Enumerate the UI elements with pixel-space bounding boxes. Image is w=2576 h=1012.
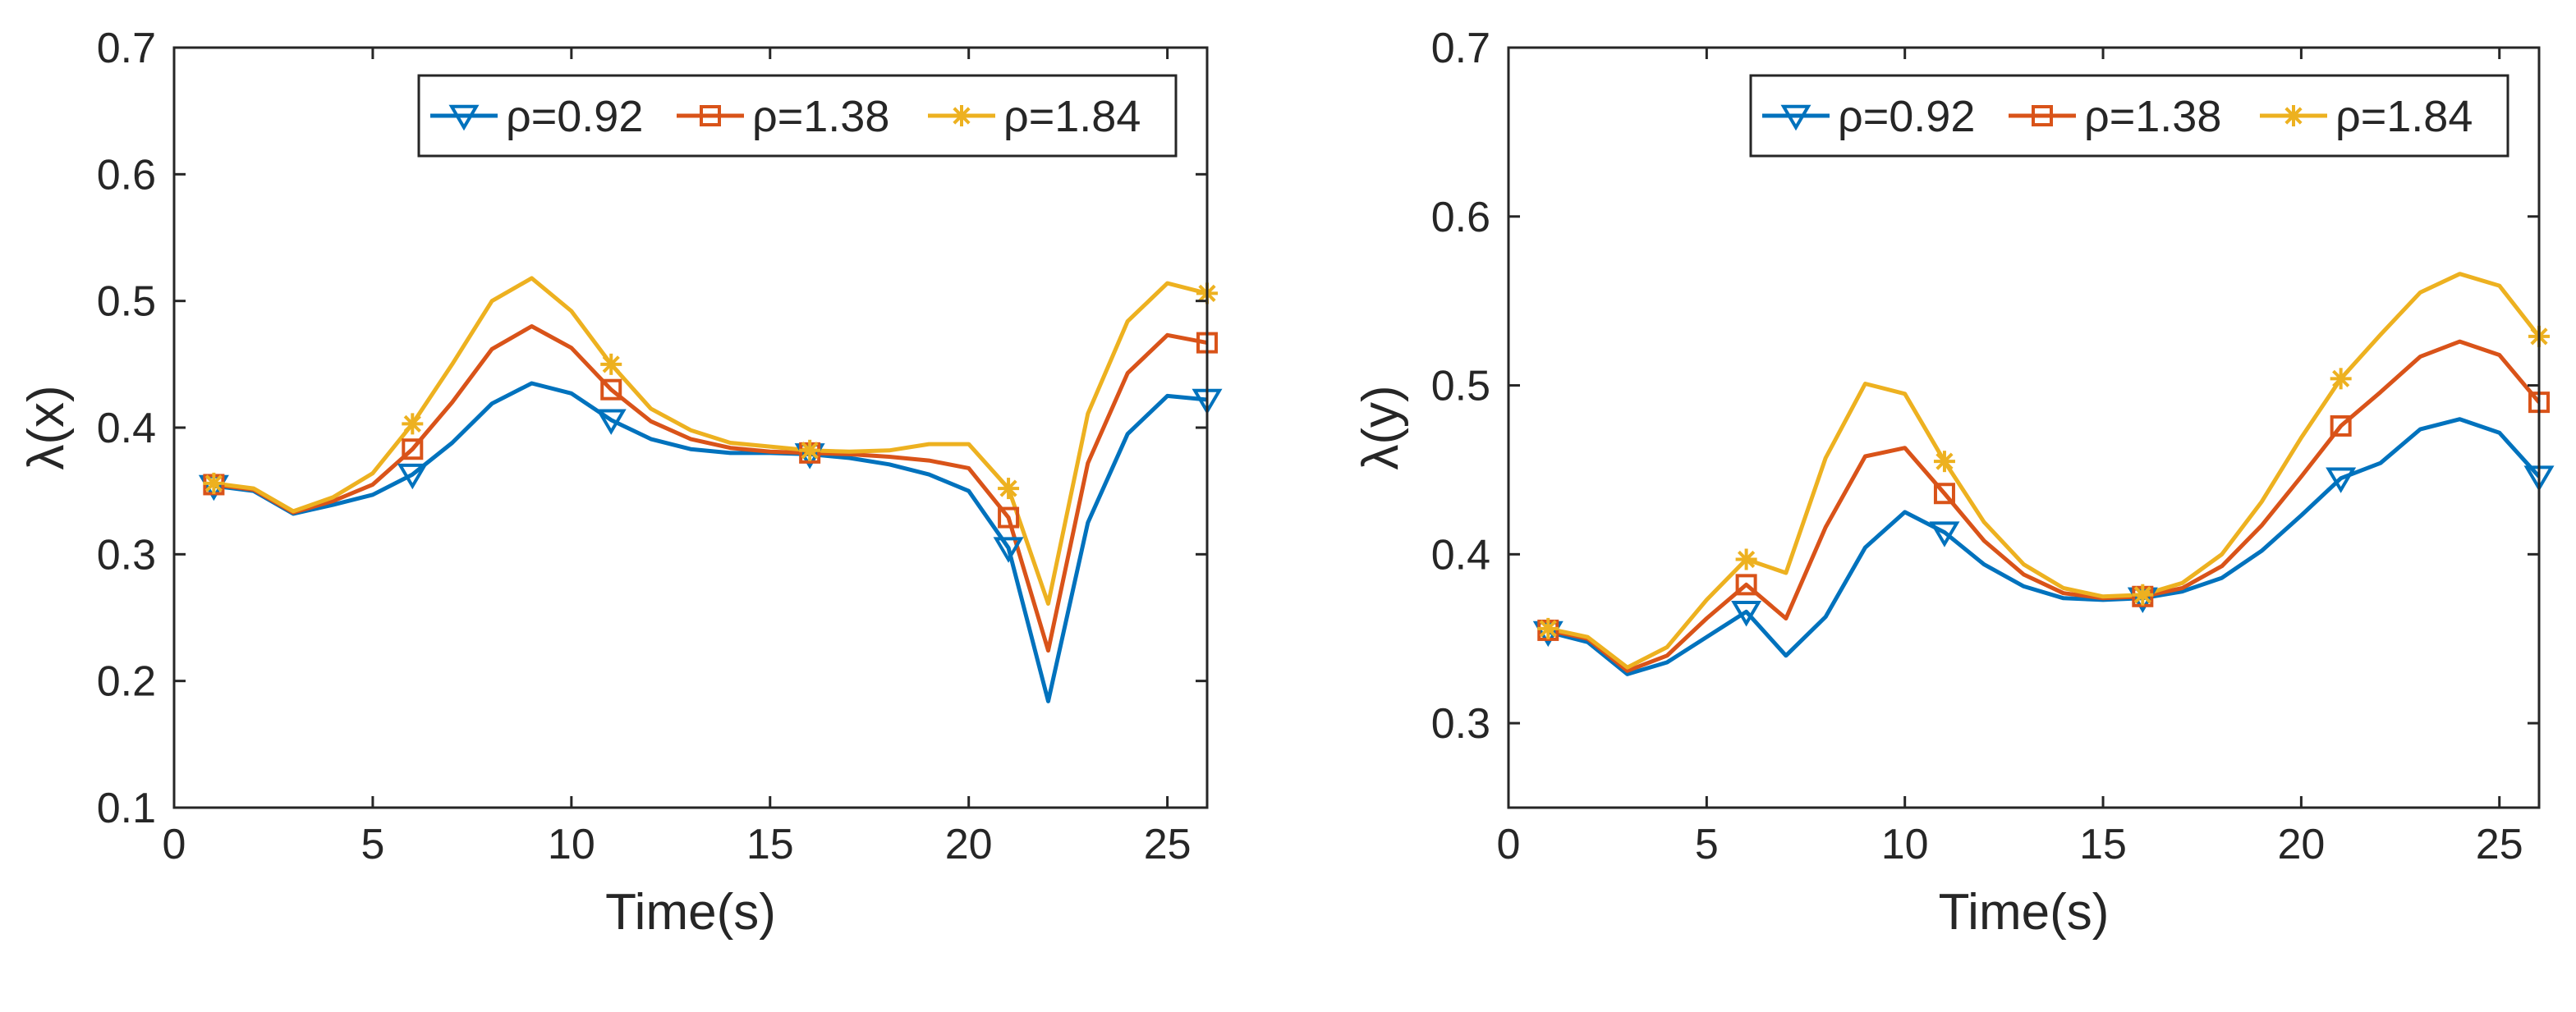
marker-138 bbox=[2330, 414, 2352, 437]
legend: ρ=0.92 ρ=1.38 ρ=1.84 bbox=[417, 74, 1178, 158]
legend-entry-092: ρ=0.92 bbox=[430, 92, 643, 141]
plot-area bbox=[174, 48, 1207, 808]
marker-184 bbox=[2330, 368, 2352, 390]
legend-box bbox=[417, 74, 1178, 158]
x-tick-label: 5 bbox=[360, 821, 384, 868]
x-tick-label: 15 bbox=[2079, 821, 2127, 868]
marker-092 bbox=[993, 537, 1024, 563]
y-tick-label: 0.4 bbox=[97, 405, 156, 452]
marker-092 bbox=[595, 409, 627, 435]
chart-lambda-y: 0 5 10 15 20 25 0.3 0.4 0.5 0.6 0.7 Time(s) λ(y) ρ… bbox=[1352, 25, 2555, 941]
legend-entry-138: ρ=1.38 bbox=[2009, 92, 2221, 141]
x-tick-label: 0 bbox=[1497, 821, 1521, 868]
y-tick-label: 0.6 bbox=[1431, 194, 1490, 241]
x-tick-label: 10 bbox=[548, 821, 595, 868]
marker-092 bbox=[448, 104, 480, 131]
series-line-184 bbox=[1547, 272, 2541, 670]
legend-label: ρ=0.92 bbox=[1838, 92, 1975, 141]
y-tick-label: 0.7 bbox=[1431, 25, 1490, 72]
legend-entry-184: ρ=1.84 bbox=[928, 92, 1141, 141]
y-tick-label: 0.2 bbox=[97, 658, 156, 706]
marker-092 bbox=[1929, 521, 1960, 547]
marker-184 bbox=[402, 413, 424, 435]
y-tick-label: 0.7 bbox=[97, 25, 156, 72]
y-tick-label: 0.5 bbox=[97, 278, 156, 326]
y-tick-label: 0.3 bbox=[1431, 700, 1490, 748]
marker-184 bbox=[203, 472, 225, 494]
x-tick-label: 25 bbox=[2476, 821, 2523, 868]
x-tick-label: 20 bbox=[945, 821, 993, 868]
x-axis-label: Time(s) bbox=[1939, 884, 2110, 941]
legend-label: ρ=1.38 bbox=[2084, 92, 2221, 141]
series-line-092 bbox=[214, 381, 1208, 703]
x-tick-label: 5 bbox=[1695, 821, 1719, 868]
marker-184 bbox=[600, 353, 622, 375]
series-line-138 bbox=[214, 324, 1208, 653]
y-tick-label: 0.4 bbox=[1431, 531, 1490, 579]
legend-box bbox=[1749, 74, 2509, 158]
legend-label: ρ=1.84 bbox=[1003, 92, 1141, 141]
x-tick-label: 0 bbox=[163, 821, 186, 868]
marker-138 bbox=[700, 105, 721, 126]
y-tick-label: 0.3 bbox=[97, 531, 156, 579]
plot-area bbox=[1508, 48, 2539, 808]
series-line-184 bbox=[214, 276, 1208, 606]
chart-lambda-x: 0 5 10 15 20 250.10.20.30.40.50.60.7 Time(s) … bbox=[18, 25, 1223, 941]
marker-184 bbox=[1933, 451, 1955, 473]
marker-184 bbox=[2283, 105, 2304, 126]
marker-092 bbox=[1780, 104, 1811, 131]
marker-138 bbox=[600, 378, 622, 401]
legend-entry-138: ρ=1.38 bbox=[677, 92, 889, 141]
marker-184 bbox=[1537, 617, 1559, 639]
marker-138 bbox=[1933, 483, 1955, 505]
y-tick-label: 0.1 bbox=[97, 785, 156, 832]
marker-138 bbox=[402, 438, 424, 460]
legend-label: ρ=1.38 bbox=[752, 92, 889, 141]
x-tick-label: 25 bbox=[1144, 821, 1192, 868]
marker-092 bbox=[1731, 601, 1762, 627]
marker-138 bbox=[998, 506, 1020, 529]
x-tick-label: 15 bbox=[746, 821, 794, 868]
y-axis-label: λ(y) bbox=[1352, 385, 1409, 469]
marker-184 bbox=[799, 439, 821, 461]
marker-092 bbox=[2326, 467, 2357, 493]
marker-138 bbox=[1735, 574, 1757, 596]
legend-label: ρ=0.92 bbox=[506, 92, 643, 141]
marker-184 bbox=[2132, 584, 2154, 606]
marker-184 bbox=[1735, 548, 1757, 570]
legend-label: ρ=1.84 bbox=[2335, 92, 2473, 141]
marker-184 bbox=[951, 105, 972, 126]
legend-entry-092: ρ=0.92 bbox=[1762, 92, 1975, 141]
legend-entry-184: ρ=1.84 bbox=[2260, 92, 2473, 141]
x-tick-label: 20 bbox=[2277, 821, 2325, 868]
x-axis-label: Time(s) bbox=[605, 884, 776, 941]
series-line-092 bbox=[1547, 417, 2541, 676]
marker-138 bbox=[2032, 105, 2053, 126]
marker-092 bbox=[397, 463, 428, 490]
y-tick-label: 0.6 bbox=[97, 151, 156, 199]
legend: ρ=0.92 ρ=1.38 ρ=1.84 bbox=[1749, 74, 2509, 158]
y-tick-label: 0.5 bbox=[1431, 363, 1490, 410]
axes-box bbox=[1507, 46, 2541, 809]
x-tick-label: 10 bbox=[1881, 821, 1929, 868]
marker-184 bbox=[998, 478, 1020, 500]
series-line-138 bbox=[1547, 339, 2541, 673]
y-axis-label: λ(x) bbox=[18, 385, 75, 469]
